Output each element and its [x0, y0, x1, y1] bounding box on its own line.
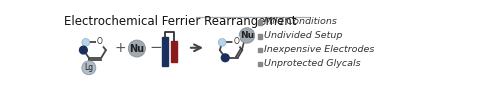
Text: O: O: [97, 37, 102, 46]
Text: +: +: [115, 41, 126, 55]
Bar: [258, 62, 262, 66]
Text: Nu: Nu: [130, 44, 144, 54]
Circle shape: [82, 61, 96, 75]
Text: O: O: [233, 37, 239, 46]
Text: Mild Conditions: Mild Conditions: [264, 18, 338, 26]
Text: Electrochemical Ferrier Rearrangement: Electrochemical Ferrier Rearrangement: [64, 15, 296, 28]
Bar: [258, 20, 262, 25]
Text: Lg: Lg: [84, 63, 94, 72]
Text: Undivided Setup: Undivided Setup: [264, 31, 343, 40]
Circle shape: [218, 39, 226, 46]
Circle shape: [82, 39, 90, 46]
Bar: [258, 48, 262, 52]
Text: Inexpensive Electrodes: Inexpensive Electrodes: [264, 45, 375, 54]
Text: −: −: [149, 40, 162, 54]
Circle shape: [239, 28, 254, 43]
Bar: [162, 37, 168, 66]
Bar: [171, 41, 177, 62]
Circle shape: [80, 46, 88, 54]
Bar: [258, 34, 262, 39]
Circle shape: [128, 40, 146, 57]
Text: Unprotected Glycals: Unprotected Glycals: [264, 59, 361, 68]
Text: Nu: Nu: [240, 31, 254, 40]
Circle shape: [222, 54, 229, 62]
